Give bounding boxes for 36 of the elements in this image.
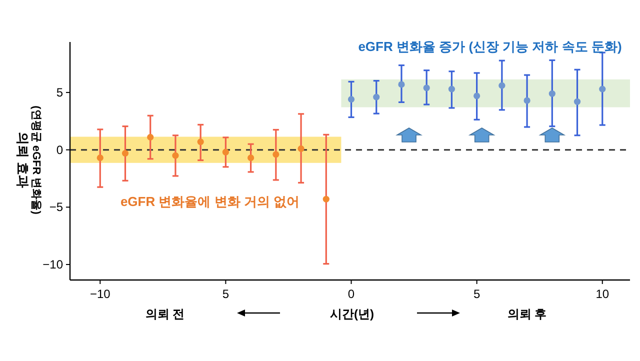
point (448, 86, 456, 92)
point (548, 90, 556, 97)
point (599, 86, 606, 92)
point (122, 150, 129, 157)
point (373, 94, 380, 100)
point (147, 134, 154, 140)
point (322, 196, 330, 202)
y-tick-label: 0 (56, 142, 64, 157)
point (222, 148, 229, 156)
point (474, 92, 480, 100)
y-tick-label: −10 (42, 258, 64, 272)
x-tick-label: 10 (596, 287, 610, 301)
x-tick-label: −10 (90, 287, 111, 301)
y-axis-title: 의뢰 효과 (연평균 eGFR 변화율) (16, 106, 42, 215)
text: 의뢰 전 (145, 307, 185, 321)
point (96, 154, 104, 162)
point (498, 82, 506, 89)
text: 의뢰 후 (507, 307, 547, 321)
point (197, 138, 204, 146)
y-tick-label: −5 (49, 200, 64, 214)
point (423, 84, 430, 92)
point (398, 81, 405, 88)
x-tick-label: 5 (222, 287, 230, 301)
x-tick-label: 5 (473, 287, 480, 301)
point (298, 145, 304, 152)
y-tick-label: 5 (56, 85, 64, 100)
point (248, 154, 254, 162)
point (272, 151, 280, 158)
point (574, 98, 581, 105)
point (348, 96, 355, 103)
annotation: eGFR 변화율 증가 (신장 기능 저하 속도 둔화) (358, 39, 622, 54)
point (524, 97, 530, 104)
x-axis-title: 시간(년) (330, 307, 374, 321)
x-tick-label: 0 (348, 287, 355, 301)
annotation: eGFR 변화율에 변화 거의 없어 (120, 194, 300, 209)
point (172, 152, 179, 159)
